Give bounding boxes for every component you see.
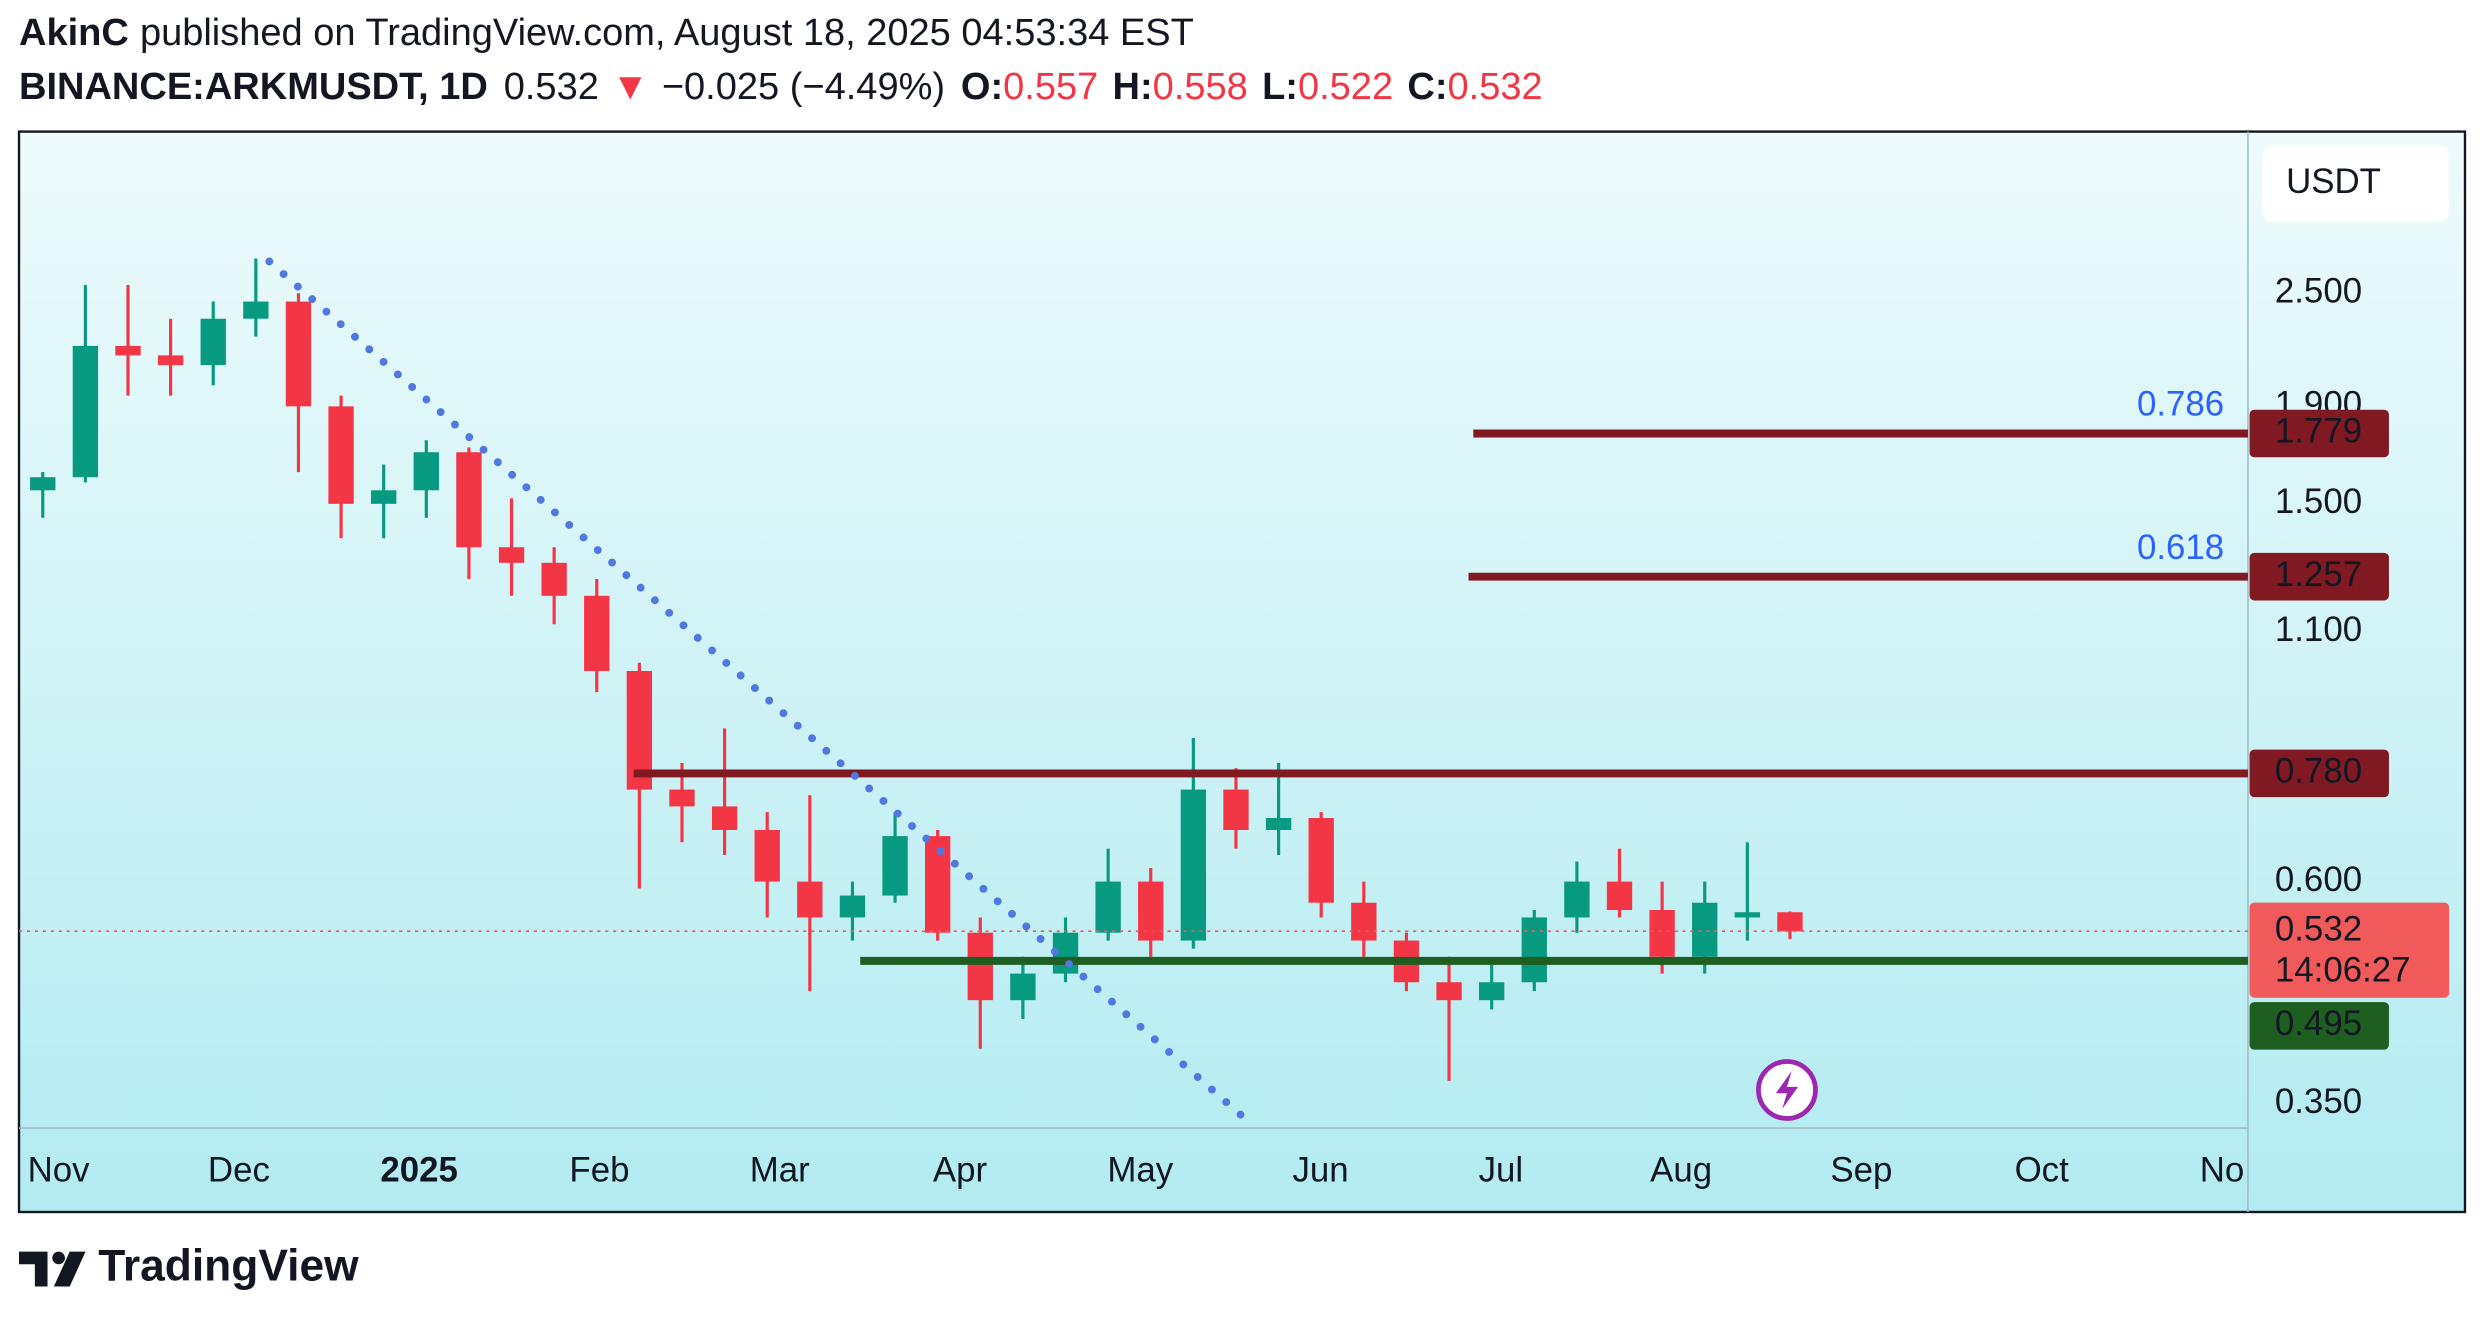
candle-body [1478,982,1505,1001]
level-label: 1.257 [2275,555,2362,594]
candle-body [797,881,823,918]
x-tick-label: Aug [1650,1151,1712,1190]
candle-body [243,301,269,319]
x-tick-label: 2025 [380,1151,458,1190]
change: −0.025 (−4.49%) [662,66,945,108]
x-tick-label: Jun [1292,1151,1348,1190]
ohlc-value: 0.532 [1447,66,1542,108]
candle-body [584,595,610,671]
candle-body [882,836,908,896]
candle-body [115,345,141,356]
last-price: 0.532 [504,66,599,108]
candle-body [541,562,567,596]
level-box [2249,1002,2389,1050]
x-tick-label: Feb [569,1151,629,1190]
candle-body [328,406,354,504]
candle-body [967,932,993,1001]
candle-body [1606,881,1633,911]
brand-logo [19,1251,86,1287]
y-tick-label: 0.600 [2275,860,2362,899]
x-tick-label: Mar [750,1151,810,1190]
candle-body [754,829,780,882]
candle-body [30,477,56,491]
symbol: BINANCE:ARKMUSDT, 1D [19,66,488,108]
candle-body [1095,881,1121,933]
candle-body [1308,818,1334,903]
x-tick-label: Nov [28,1151,91,1190]
level-label: 0.495 [2275,1004,2362,1043]
level-label: 0.780 [2275,752,2362,791]
symbol-line: BINANCE:ARKMUSDT, 1D 0.532 ▼ −0.025 (−4.49%… [19,66,1543,108]
x-tick-label: No [2200,1151,2245,1190]
x-tick-label: Apr [933,1151,988,1190]
trend-line [265,257,1251,1125]
candle-body [1521,917,1547,983]
y-tick-label: 1.100 [2275,610,2362,649]
candle-body [413,452,439,491]
x-tick-label: Jul [1479,1151,1524,1190]
candle-body [1265,818,1292,830]
ohlc-value: 0.557 [1003,66,1098,108]
candle-body [498,547,525,563]
currency: USDT [2286,162,2381,201]
last-price-label: 0.532 [2275,909,2362,948]
icon-bolt [1775,1071,1799,1110]
logo-dot [52,1251,65,1265]
candle-body [1777,912,1803,932]
y-tick-label: 0.350 [2275,1082,2362,1121]
publish-line: AkinC published on TradingView.com, Augus… [19,12,1194,54]
candle-body [371,490,397,504]
countdown: 14:06:27 [2275,951,2411,990]
candle-body [1436,982,1462,1001]
candle-body [1351,902,1377,941]
candle-body [1223,789,1249,830]
level-box [2249,552,2389,601]
candle-body [157,355,184,366]
candle-body [285,301,312,407]
currency-box[interactable] [2262,145,2450,222]
candle-body [1649,910,1675,957]
fib-label: 0.618 [2137,528,2224,567]
ohlc-label: H: [1113,66,1153,108]
lightning-icon[interactable] [1756,1059,1818,1121]
candle-body [1138,881,1164,941]
candle-body [669,789,695,807]
brand: TradingView [98,1242,359,1291]
level-box [2249,749,2389,798]
last-price-box [2249,902,2450,998]
candle-body [711,806,738,830]
candle-body [456,452,482,548]
candle-body [1734,912,1761,918]
fib-label: 0.786 [2137,385,2224,424]
x-tick-label: Dec [208,1151,270,1190]
candle-body [200,318,226,366]
candle-body [1564,881,1590,918]
candle-body [839,895,866,918]
x-tick-label: May [1107,1151,1173,1190]
x-tick-label: Oct [2015,1151,2070,1190]
ohlc-label: C: [1407,66,1447,108]
chart-frame [17,130,2467,1214]
logo-mark [53,1251,86,1287]
level-label: 1.779 [2275,412,2362,451]
ohlc-value: 0.522 [1298,66,1393,108]
level-box [2249,409,2389,458]
candle-body [72,345,99,478]
candle-body [1692,902,1718,957]
y-tick-label: 1.500 [2275,482,2362,521]
candle-body [1010,973,1036,1001]
ohlc-label: L: [1262,66,1298,108]
change-arrow: ▼ [612,66,650,108]
logo-mark [19,1251,48,1287]
y-tick-label: 2.500 [2275,271,2362,310]
published: published on TradingView.com, August 18,… [140,12,1194,54]
author: AkinC [19,12,129,54]
candle-body [1180,789,1207,941]
ohlc-value: 0.558 [1153,66,1248,108]
ohlc-label: O: [961,66,1003,108]
x-tick-label: Sep [1830,1151,1892,1190]
